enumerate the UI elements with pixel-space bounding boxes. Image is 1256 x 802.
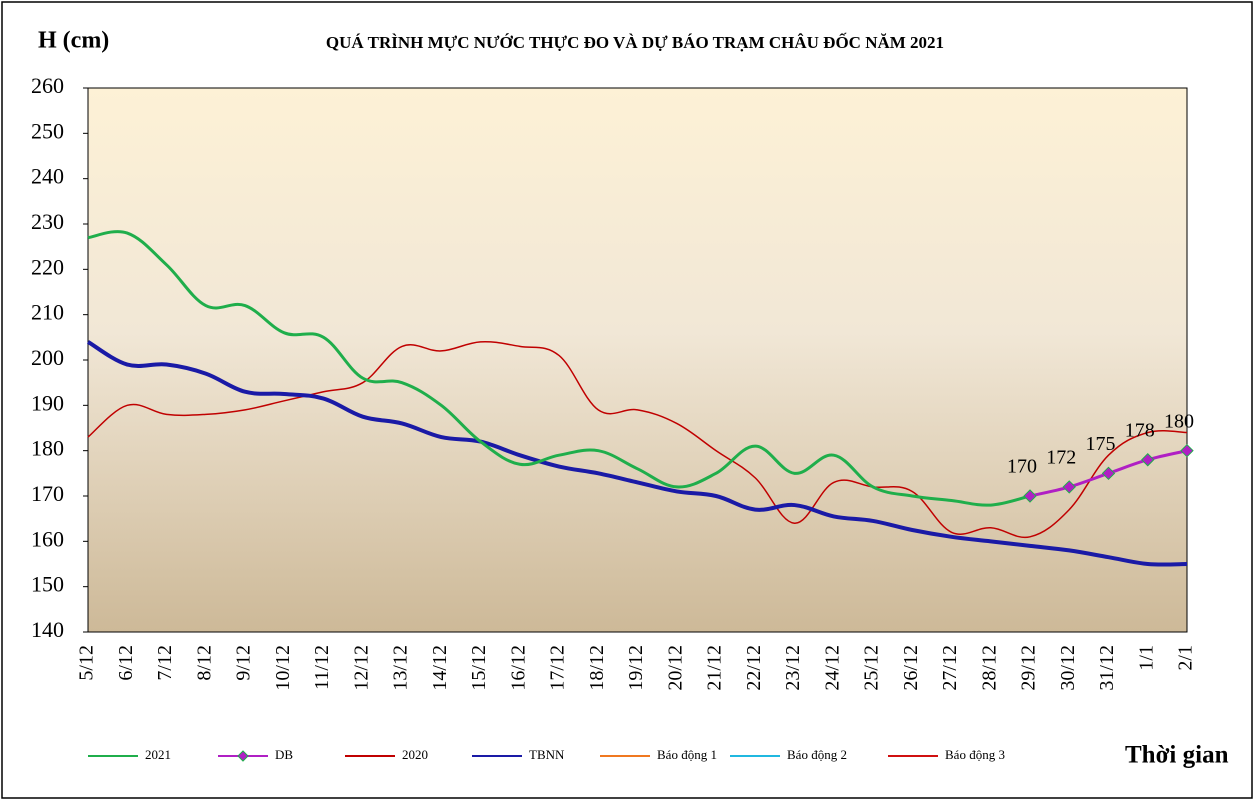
x-tick-label: 21/12 xyxy=(704,645,726,691)
x-tick-label: 18/12 xyxy=(586,645,608,691)
x-tick-label: 1/1 xyxy=(1135,645,1157,671)
y-tick-label: 180 xyxy=(31,436,64,461)
y-tick-label: 200 xyxy=(31,345,64,370)
legend-label: DB xyxy=(275,747,293,762)
data-label: 170 xyxy=(1007,456,1037,478)
x-tick-label: 9/12 xyxy=(233,645,255,681)
y-tick-label: 240 xyxy=(31,164,64,189)
x-tick-label: 15/12 xyxy=(468,645,490,691)
point-marker xyxy=(1023,489,1037,503)
x-tick-label: 24/12 xyxy=(821,645,843,691)
point-marker xyxy=(1062,480,1076,494)
x-tick-label: 31/12 xyxy=(1096,645,1118,691)
y-tick-label: 160 xyxy=(31,526,64,551)
x-tick-label: 5/12 xyxy=(76,645,98,681)
x-tick-label: 2/1 xyxy=(1175,645,1197,671)
x-tick-label: 19/12 xyxy=(625,645,647,691)
data-label: 172 xyxy=(1046,447,1076,469)
y-tick-label: 250 xyxy=(31,118,64,143)
y-tick-label: 190 xyxy=(31,390,64,415)
x-tick-label: 17/12 xyxy=(547,645,569,691)
point-marker xyxy=(1180,443,1194,458)
x-tick-label: 20/12 xyxy=(664,645,686,691)
x-tick-label: 8/12 xyxy=(193,645,215,681)
x-tick-label: 25/12 xyxy=(861,645,883,691)
y-tick-label: 260 xyxy=(31,73,64,98)
series-line xyxy=(87,230,1031,507)
x-axis-label: Thời gian xyxy=(1125,742,1229,769)
series-line xyxy=(87,340,1188,539)
x-tick-label: 22/12 xyxy=(743,645,765,691)
y-tick-label: 210 xyxy=(31,300,64,325)
x-tick-label: 27/12 xyxy=(939,645,961,691)
x-tick-label: 30/12 xyxy=(1057,645,1079,691)
chart-title: QUÁ TRÌNH MỰC NƯỚC THỰC ĐO VÀ DỰ BÁO TRẠ… xyxy=(326,32,944,52)
y-tick-label: 170 xyxy=(31,481,64,506)
x-tick-label: 14/12 xyxy=(429,645,451,691)
series-line xyxy=(86,340,1188,567)
x-tick-label: 10/12 xyxy=(272,645,294,691)
x-tick-label: 12/12 xyxy=(350,645,372,691)
y-tick-label: 230 xyxy=(31,209,64,234)
x-tick-label: 13/12 xyxy=(390,645,412,691)
legend-label: TBNN xyxy=(529,747,565,762)
x-tick-label: 29/12 xyxy=(1018,645,1040,691)
legend-label: 2020 xyxy=(402,747,428,762)
x-tick-label: 7/12 xyxy=(154,645,176,681)
x-tick-label: 6/12 xyxy=(115,645,137,681)
legend-marker xyxy=(237,750,249,762)
y-tick-label: 150 xyxy=(31,572,64,597)
x-tick-label: 23/12 xyxy=(782,645,804,691)
point-marker xyxy=(1141,453,1155,467)
y-axis-label: H (cm) xyxy=(38,28,109,54)
x-tick-label: 11/12 xyxy=(311,645,333,690)
point-marker xyxy=(1101,466,1116,481)
data-label: 178 xyxy=(1125,419,1155,441)
x-tick-label: 28/12 xyxy=(978,645,1000,691)
y-tick-label: 140 xyxy=(31,617,64,642)
legend-label: Báo động 3 xyxy=(945,747,1005,762)
x-tick-label: 26/12 xyxy=(900,645,922,691)
x-tick-label: 16/12 xyxy=(507,645,529,691)
legend-label: Báo động 1 xyxy=(657,747,717,762)
data-label: 180 xyxy=(1164,410,1194,432)
data-label: 175 xyxy=(1086,433,1116,455)
y-tick-label: 220 xyxy=(31,254,64,279)
legend-label: 2021 xyxy=(145,747,171,762)
plot-area xyxy=(87,87,1188,633)
legend-label: Báo động 2 xyxy=(787,747,847,762)
